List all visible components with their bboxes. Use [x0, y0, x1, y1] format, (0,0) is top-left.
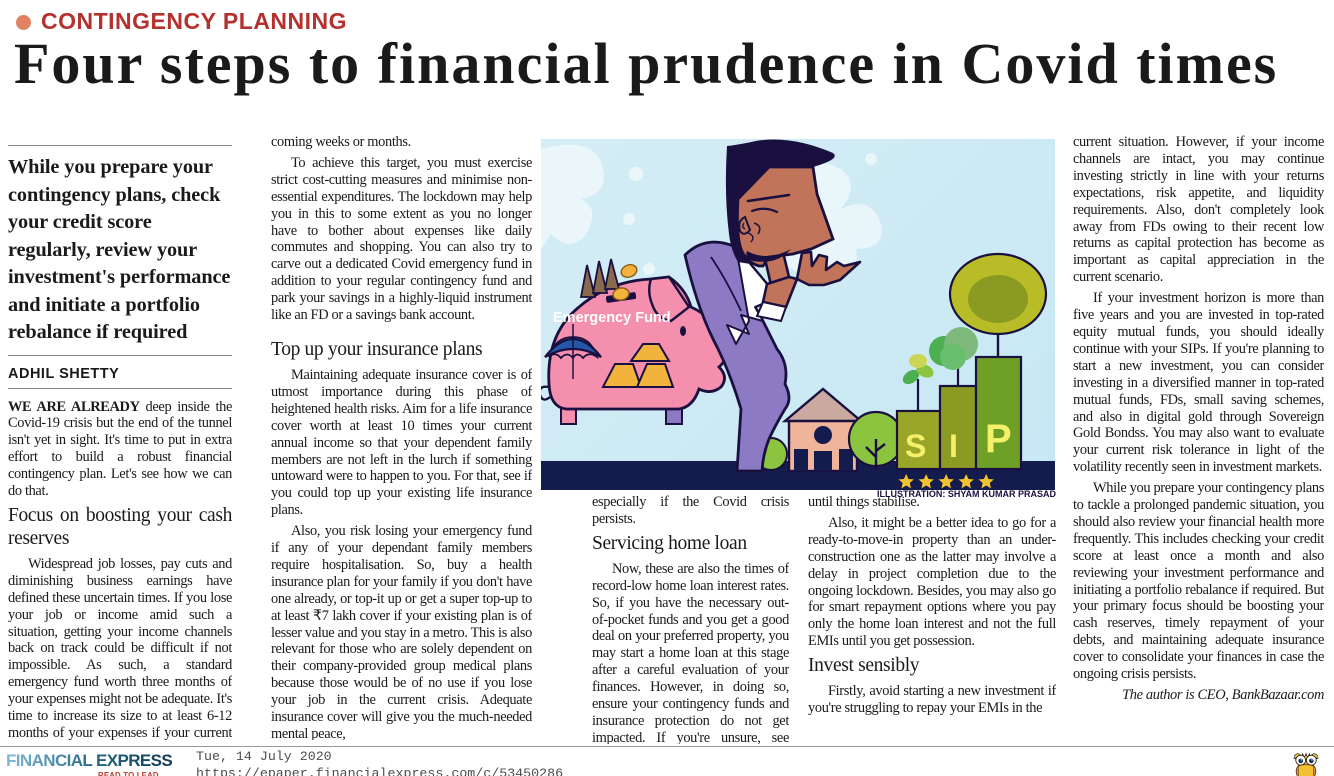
svg-text:Emergency Fund: Emergency Fund: [553, 310, 671, 326]
svg-text:S: S: [905, 428, 926, 464]
svg-text:P: P: [985, 417, 1012, 461]
svg-text:I: I: [949, 428, 958, 464]
